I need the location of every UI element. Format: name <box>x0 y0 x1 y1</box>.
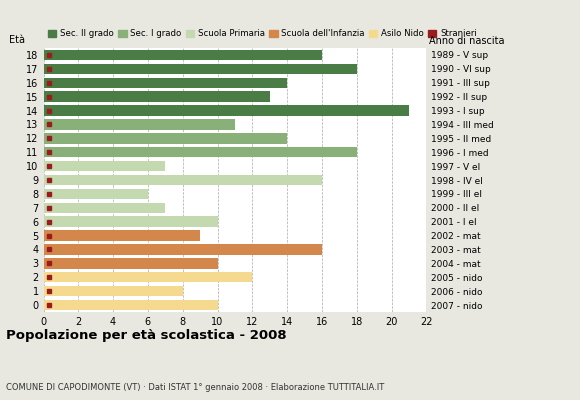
Bar <box>44 300 218 310</box>
Bar <box>44 119 235 130</box>
Bar <box>44 175 322 185</box>
Bar <box>44 161 165 171</box>
Bar <box>44 78 287 88</box>
Text: COMUNE DI CAPODIMONTE (VT) · Dati ISTAT 1° gennaio 2008 · Elaborazione TUTTITALI: COMUNE DI CAPODIMONTE (VT) · Dati ISTAT … <box>6 383 384 392</box>
Bar <box>44 216 218 227</box>
Bar <box>44 105 409 116</box>
Bar <box>44 50 322 60</box>
Bar <box>44 147 357 158</box>
Bar <box>44 133 287 144</box>
Bar <box>44 258 218 268</box>
Bar <box>44 92 270 102</box>
Legend: Sec. II grado, Sec. I grado, Scuola Primaria, Scuola dell'Infanzia, Asilo Nido, : Sec. II grado, Sec. I grado, Scuola Prim… <box>48 30 477 38</box>
Text: Età: Età <box>9 35 25 45</box>
Bar <box>44 272 252 282</box>
Bar <box>44 189 148 199</box>
Bar <box>44 64 357 74</box>
Bar <box>44 230 200 241</box>
Bar <box>44 202 165 213</box>
Text: Anno di nascita: Anno di nascita <box>429 36 505 46</box>
Bar <box>44 286 183 296</box>
Bar <box>44 244 322 255</box>
Text: Popolazione per età scolastica - 2008: Popolazione per età scolastica - 2008 <box>6 329 287 342</box>
